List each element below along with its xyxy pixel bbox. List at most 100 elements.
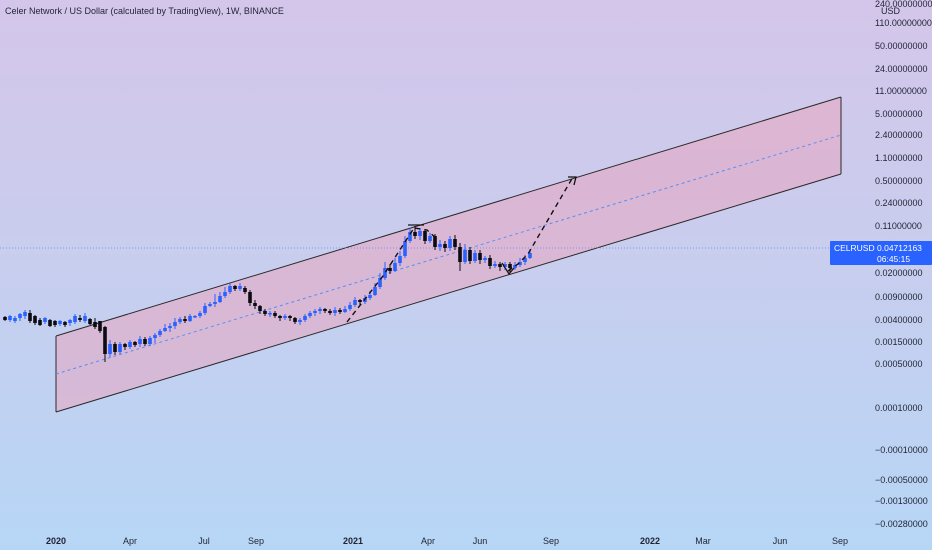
chart-title: Celer Network / US Dollar (calculated by… (5, 6, 284, 16)
candle-body (143, 339, 147, 344)
candle-body (118, 344, 122, 352)
time-tick-label: Jul (198, 536, 210, 546)
price-tick-label: −0.00050000 (875, 475, 928, 485)
candle-body (388, 268, 392, 271)
projection-arrowhead (568, 176, 577, 186)
price-tick-label: 5.00000000 (875, 109, 923, 119)
candle-body (293, 318, 297, 322)
candle-body (228, 286, 232, 292)
candle-body (528, 253, 532, 258)
candle-body (368, 295, 372, 298)
candle-body (128, 342, 132, 347)
candle-body (48, 320, 52, 326)
time-tick-label: Mar (695, 536, 711, 546)
candle-body (63, 322, 67, 325)
candle-body (18, 314, 22, 318)
time-tick-label: Sep (248, 536, 264, 546)
candle-body (493, 264, 497, 266)
candle-body (28, 313, 32, 321)
candle-body (308, 313, 312, 316)
channel-upper-line[interactable] (55, 96, 842, 337)
candle-body (258, 306, 262, 311)
price-badge: CELRUSD 0.04712163 06:45:15 (830, 241, 932, 265)
candle-body (33, 316, 37, 323)
channel-lower-line[interactable] (55, 173, 842, 413)
price-tick-label: 50.00000000 (875, 41, 928, 51)
candle-body (263, 311, 267, 314)
candle-body (13, 318, 17, 321)
candle-body (283, 316, 287, 318)
candle-body (58, 321, 62, 324)
candle-body (268, 313, 272, 315)
price-tick-label: 1.10000000 (875, 153, 923, 163)
candle-body (448, 239, 452, 248)
candle-body (8, 316, 12, 320)
candle-body (183, 319, 187, 321)
candle-body (498, 264, 502, 267)
candle-body (433, 236, 437, 247)
time-tick-label: 2021 (343, 536, 363, 546)
time-scale[interactable]: 2020 Apr Jul Sep 2021 Apr Jun Sep 2022 Mar Jun Sep (46, 536, 848, 546)
candle-body (253, 303, 257, 306)
channel-drawing[interactable] (55, 96, 842, 413)
time-tick-label: Jun (773, 536, 788, 546)
candle-body (383, 268, 387, 278)
candle-body (23, 312, 27, 316)
price-tick-label: 0.50000000 (875, 176, 923, 186)
projected-path-future[interactable] (507, 176, 574, 272)
candle-body (303, 316, 307, 320)
candle-body (423, 231, 427, 241)
candle-body (483, 258, 487, 260)
bottom-check-mark (501, 262, 515, 276)
candle-body (358, 300, 362, 302)
candle-body (428, 236, 432, 241)
candle-body (138, 339, 142, 344)
price-tick-label: −0.00010000 (875, 445, 928, 455)
candle-body (338, 310, 342, 312)
candle-body (378, 278, 382, 287)
badge-price: 0.04712163 (877, 243, 922, 253)
price-tick-label: 110.00000000 (875, 18, 932, 28)
candle-body (478, 253, 482, 260)
time-tick-label: Jun (473, 536, 488, 546)
candle-body (243, 288, 247, 292)
candle-body (223, 292, 227, 296)
time-tick-label: Apr (421, 536, 435, 546)
candle-body (88, 319, 92, 324)
candle-body (318, 309, 322, 311)
price-tick-label: −0.00280000 (875, 519, 928, 529)
candle-body (83, 316, 87, 321)
price-scale[interactable]: 240.00000000 110.00000000 50.00000000 24.00… (875, 0, 932, 529)
candle-body (343, 309, 347, 312)
time-tick-label: Sep (832, 536, 848, 546)
candle-body (248, 292, 252, 303)
candle-body (408, 232, 412, 241)
candle-body (233, 286, 237, 289)
price-tick-label: 0.00900000 (875, 292, 923, 302)
time-tick-label: 2022 (640, 536, 660, 546)
candle-body (463, 250, 467, 262)
candle-body (163, 328, 167, 331)
candle-body (208, 304, 212, 306)
candle-body (288, 316, 292, 318)
candle-body (503, 264, 507, 267)
price-tick-label: 0.24000000 (875, 198, 923, 208)
candle-body (468, 250, 472, 261)
candle-body (353, 300, 357, 305)
projected-path[interactable] (346, 227, 438, 323)
price-tick-label: 2.40000000 (875, 130, 923, 140)
candle-body (458, 247, 462, 262)
price-tick-label: 11.00000000 (875, 86, 927, 96)
candle-body (398, 256, 402, 263)
candle-body (93, 322, 97, 327)
candle-body (523, 258, 527, 262)
candle-body (473, 253, 477, 261)
candle-body (103, 327, 107, 354)
candle-body (178, 319, 182, 322)
candle-body (158, 331, 162, 335)
candle-body (173, 322, 177, 326)
time-tick-label: 2020 (46, 536, 66, 546)
candle-body (413, 232, 417, 236)
candle-body (333, 310, 337, 313)
